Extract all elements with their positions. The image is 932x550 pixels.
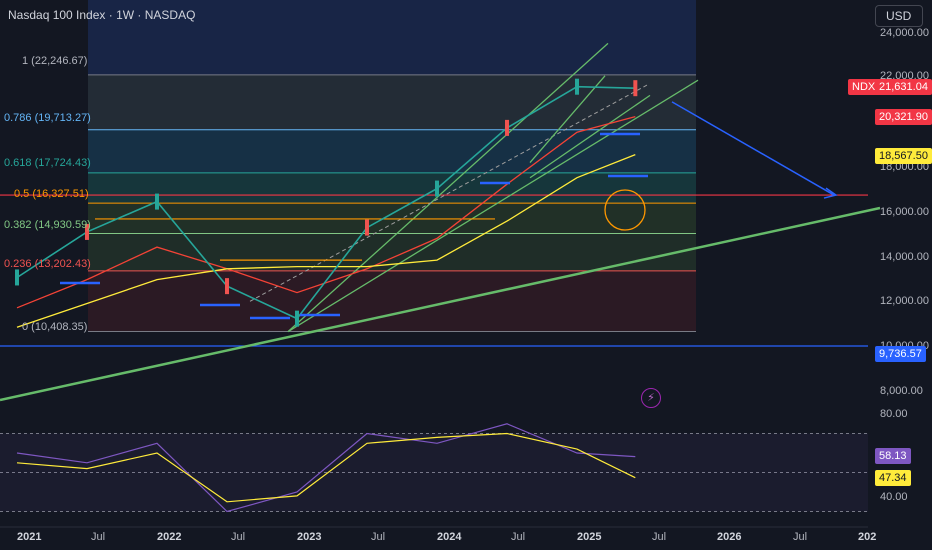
price-tick-24000: 24,000.00 (880, 27, 929, 39)
time-tick-2022: 2022 (157, 531, 182, 543)
fib-label-0382: 0.382 (14,930.59) (4, 219, 91, 231)
time-tick-jul-2023: Jul (371, 531, 386, 543)
rsi-panel (0, 423, 868, 528)
fib-zone-1 (88, 129, 696, 173)
price-candle (155, 193, 159, 210)
fib-zone-2 (88, 172, 696, 204)
rsi-tick-40: 40.00 (880, 491, 908, 503)
ma-red-line (16, 115, 636, 309)
fib-zone-0 (88, 74, 696, 130)
chart-title[interactable]: Nasdaq 100 Index · 1W · NASDAQ (8, 8, 196, 22)
price-candle (575, 78, 579, 95)
price-tick-14000: 14,000.00 (880, 251, 929, 263)
last-price-badge: 21,631.04 (875, 79, 932, 95)
inner-channel-lower (529, 94, 651, 179)
price-candle (295, 310, 299, 327)
price-series (15, 78, 638, 327)
time-tick-jul-2025: Jul (652, 531, 667, 543)
time-tick-2021: 2021 (17, 531, 42, 543)
price-candle (505, 119, 509, 136)
fib-label-1: 1 (22,246.67) (22, 55, 88, 67)
fib-label-05: 0.5 (16,327.51) (14, 188, 89, 200)
ma-yellow-line (16, 153, 636, 328)
price-tick-8000: 8,000.00 (880, 385, 923, 397)
fib-zones (88, 0, 696, 332)
price-candle (365, 219, 369, 236)
rsi-tick-80: 80.00 (880, 408, 908, 420)
time-tick-jul-2022: Jul (231, 531, 246, 543)
fib-label-0: 0 (10,408.35) (22, 321, 88, 333)
currency-button[interactable]: USD (875, 5, 923, 27)
projection-arrowhead (823, 187, 838, 199)
fib-label-0236: 0.236 (13,202.43) (4, 258, 91, 270)
fib-zone-4 (88, 233, 696, 271)
support-badge: 9,736.57 (875, 346, 926, 362)
trend-lines (0, 42, 881, 402)
price-candle (435, 180, 439, 197)
price-tick-12000: 12,000.00 (880, 295, 929, 307)
price-tick-16000: 16,000.00 (880, 206, 929, 218)
fib-zone-3 (88, 203, 696, 234)
rsi-band-fill (0, 433, 868, 512)
annotations (60, 132, 648, 320)
price-candle (633, 80, 638, 97)
price-candle (15, 269, 19, 286)
ma-red-badge: 20,321.90 (875, 109, 932, 125)
price-line (16, 85, 636, 320)
time-tick-2027: 202 (858, 531, 877, 543)
channel-upper (287, 42, 609, 333)
time-tick-jul-2026: Jul (793, 531, 808, 543)
inner-channel-upper (529, 75, 606, 163)
channel-lower (287, 79, 699, 333)
projection-arrow (671, 101, 835, 196)
fib-zone-top (88, 0, 696, 75)
rsi-value-badge: 58.13 (875, 448, 911, 464)
time-tick-2026: 2026 (717, 531, 742, 543)
time-tick-jul-2021: Jul (91, 531, 106, 543)
time-tick-2025: 2025 (577, 531, 602, 543)
fib-zone-5 (88, 270, 696, 332)
fib-label-0618: 0.618 (17,724.43) (4, 157, 91, 169)
fib-label-0786: 0.786 (19,713.27) (4, 112, 91, 124)
time-tick-jul-2024: Jul (511, 531, 526, 543)
rsi-ma-line (16, 432, 636, 503)
price-tick-18000: 18,000.00 (880, 161, 929, 173)
channel-mid-dashed (249, 84, 649, 302)
rsi-line (16, 423, 636, 513)
long-term-trendline (0, 206, 881, 402)
price-candle (225, 278, 229, 295)
dip-circle (604, 189, 646, 231)
moving-averages (16, 115, 636, 328)
price-candle (85, 223, 89, 240)
symbol-badge: NDX (848, 79, 880, 95)
time-tick-2023: 2023 (297, 531, 322, 543)
lightning-icon[interactable]: ⚡ (641, 388, 661, 408)
time-tick-2024: 2024 (437, 531, 462, 543)
ma-yellow-badge: 18,567.50 (875, 148, 932, 164)
rsi-ma-badge: 47.34 (875, 470, 911, 486)
